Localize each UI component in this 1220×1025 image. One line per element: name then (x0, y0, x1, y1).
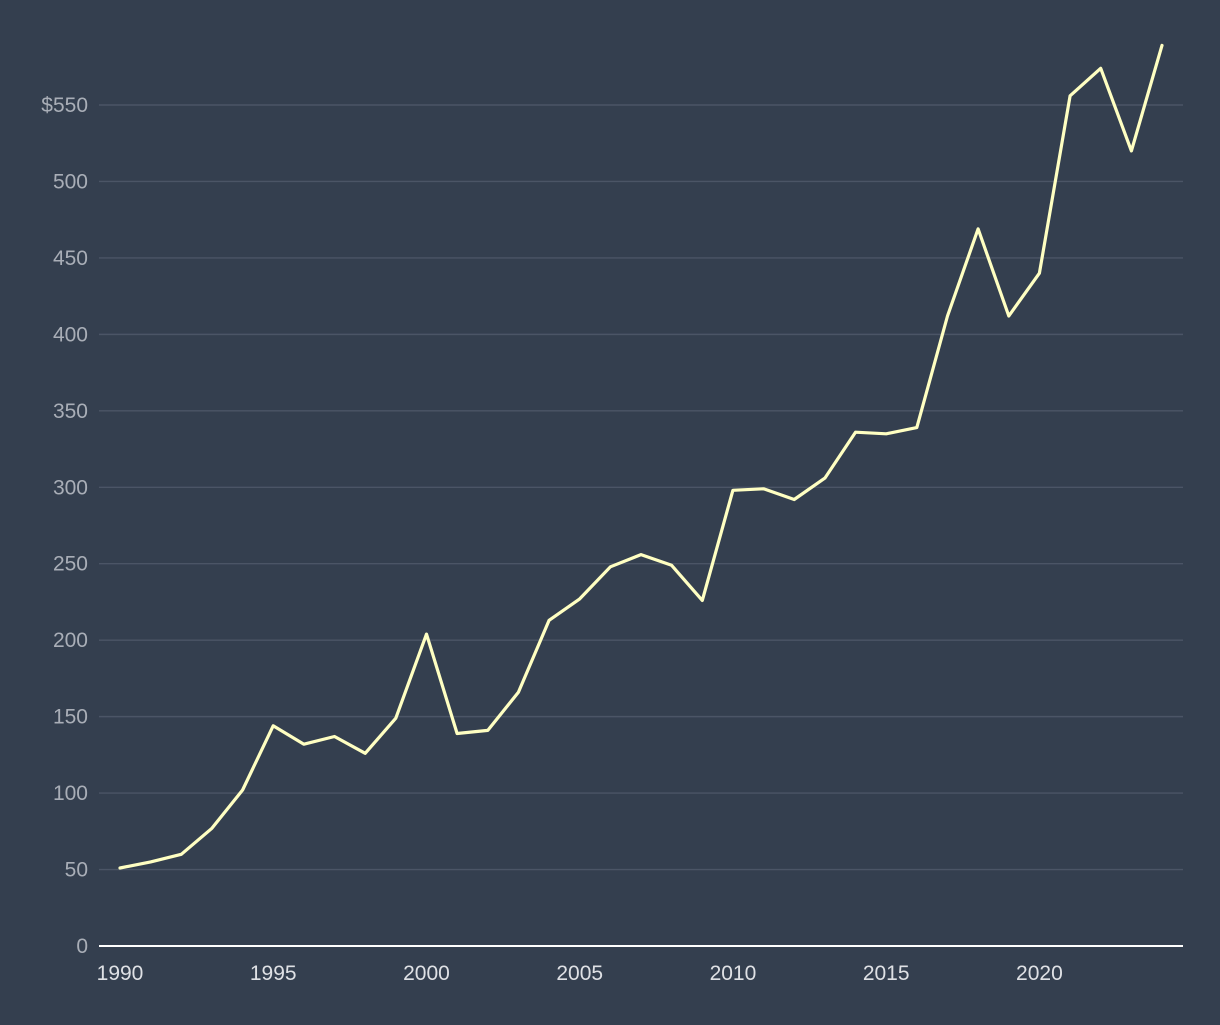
x-tick-label: 2000 (403, 962, 450, 985)
gridlines (99, 104, 1183, 871)
y-tick-label: 350 (53, 400, 88, 423)
x-tick-label: 2005 (556, 962, 603, 985)
y-tick-label: 50 (65, 859, 88, 882)
y-tick-label: $550 (41, 94, 88, 117)
y-tick-label: 100 (53, 782, 88, 805)
x-tick-label: 1995 (250, 962, 297, 985)
series-lines (118, 43, 1164, 870)
x-tick-label: 2020 (1016, 962, 1063, 985)
y-tick-label: 500 (53, 170, 88, 193)
series-line-0 (118, 43, 1164, 870)
x-axis-ticks: 1990 1995 2000 2005 2010 2015 2020 (97, 962, 1063, 985)
y-tick-label: 300 (53, 476, 88, 499)
y-tick-label: 150 (53, 706, 88, 729)
y-tick-label: 200 (53, 629, 88, 652)
x-tick-label: 2015 (863, 962, 910, 985)
x-tick-label: 1990 (97, 962, 144, 985)
y-tick-label: 400 (53, 323, 88, 346)
y-tick-label: 450 (53, 247, 88, 270)
y-axis-ticks: 0 50 100 150 200 250 300 350 400 450 500 $550 (41, 94, 88, 958)
y-tick-label: 0 (76, 935, 88, 958)
x-tick-label: 2010 (710, 962, 757, 985)
y-tick-label: 250 (53, 553, 88, 576)
